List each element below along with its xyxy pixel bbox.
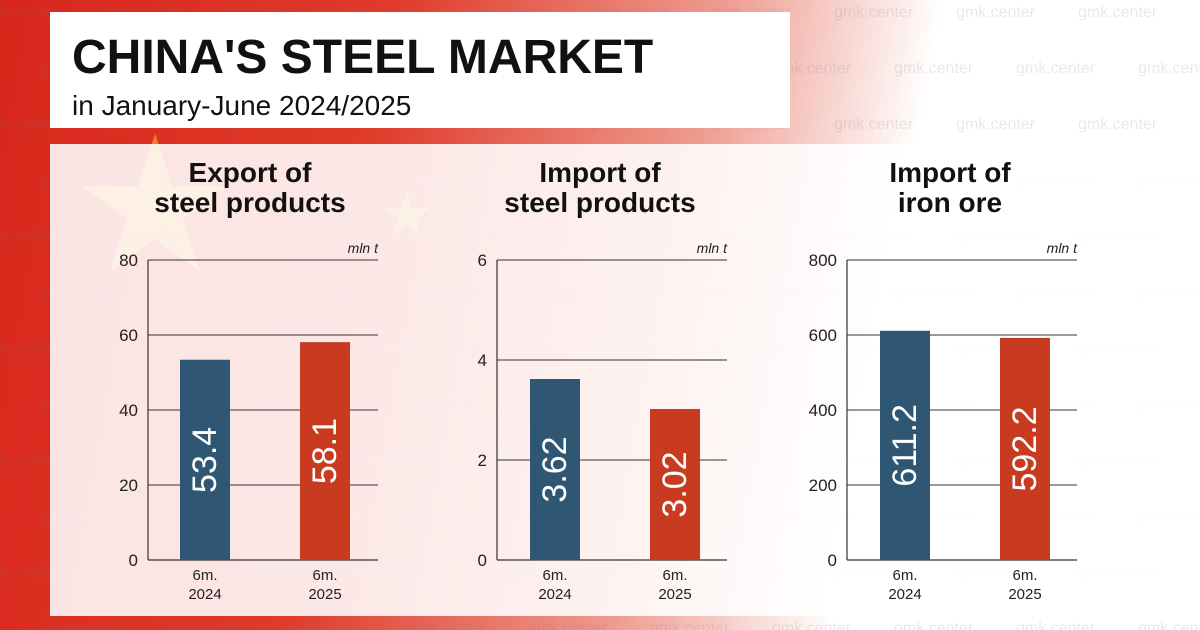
x-category-label: 2024 bbox=[888, 586, 921, 603]
unit-label: mln t bbox=[1047, 240, 1078, 256]
y-tick-label: 0 bbox=[828, 551, 837, 570]
title-box: CHINA'S STEEL MARKET in January-June 202… bbox=[50, 12, 790, 128]
data-label: 3.62 bbox=[536, 436, 574, 502]
data-label: 53.4 bbox=[186, 427, 224, 493]
bar bbox=[880, 330, 930, 560]
y-tick-label: 0 bbox=[129, 551, 138, 570]
bar bbox=[180, 359, 230, 560]
unit-label: mln t bbox=[348, 240, 379, 256]
y-tick-label: 600 bbox=[809, 326, 837, 345]
y-tick-label: 400 bbox=[809, 401, 837, 420]
x-category-label: 2025 bbox=[308, 586, 341, 603]
chart-title: Import of bbox=[539, 157, 661, 188]
chart-title: steel products bbox=[154, 187, 345, 218]
data-label: 58.1 bbox=[306, 418, 344, 484]
chart-title: iron ore bbox=[898, 187, 1002, 218]
y-tick-label: 60 bbox=[119, 326, 138, 345]
chart-title: Import of bbox=[889, 157, 1011, 188]
x-category-label: 6m. bbox=[542, 567, 567, 584]
x-category-label: 2025 bbox=[658, 586, 691, 603]
bar bbox=[1000, 337, 1050, 560]
data-label: 592.2 bbox=[1006, 406, 1044, 491]
unit-label: mln t bbox=[697, 240, 728, 256]
x-category-label: 6m. bbox=[1012, 567, 1037, 584]
y-tick-label: 4 bbox=[478, 351, 487, 370]
bar bbox=[530, 379, 580, 560]
data-label: 611.2 bbox=[886, 404, 924, 487]
y-tick-label: 40 bbox=[119, 401, 138, 420]
y-tick-label: 2 bbox=[478, 451, 487, 470]
x-category-label: 2024 bbox=[538, 586, 571, 603]
x-category-label: 6m. bbox=[662, 567, 687, 584]
y-tick-label: 80 bbox=[119, 251, 138, 270]
page-subtitle: in January-June 2024/2025 bbox=[72, 90, 412, 121]
x-category-label: 6m. bbox=[192, 567, 217, 584]
y-tick-label: 200 bbox=[809, 476, 837, 495]
bar bbox=[300, 342, 350, 560]
y-tick-label: 800 bbox=[809, 251, 837, 270]
x-category-label: 2025 bbox=[1008, 586, 1041, 603]
x-category-label: 6m. bbox=[312, 567, 337, 584]
y-tick-label: 20 bbox=[119, 476, 138, 495]
chart-title: steel products bbox=[504, 187, 695, 218]
bar bbox=[650, 409, 700, 560]
x-category-label: 2024 bbox=[188, 586, 221, 603]
data-label: 3.02 bbox=[656, 451, 694, 517]
y-tick-label: 6 bbox=[478, 251, 487, 270]
chart-title: Export of bbox=[189, 157, 313, 188]
x-category-label: 6m. bbox=[892, 567, 917, 584]
page-title: CHINA'S STEEL MARKET bbox=[72, 31, 654, 84]
y-tick-label: 0 bbox=[478, 551, 487, 570]
